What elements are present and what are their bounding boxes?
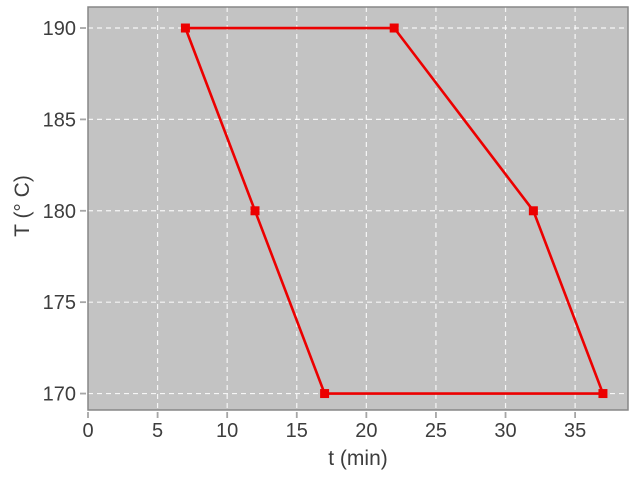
data-point-marker (389, 23, 399, 33)
x-tick-label: 0 (82, 420, 93, 442)
x-tick-label: 20 (355, 420, 377, 442)
y-tick-label: 190 (43, 18, 76, 40)
data-point-marker (250, 206, 260, 216)
x-tick-label: 25 (425, 420, 447, 442)
x-tick-label: 35 (564, 420, 586, 442)
data-point-marker (598, 389, 608, 399)
data-point-marker (320, 389, 330, 399)
y-tick-label: 170 (43, 384, 76, 406)
y-tick-label: 180 (43, 201, 76, 223)
x-tick-label: 30 (494, 420, 516, 442)
y-axis-title: T (° C) (11, 175, 34, 237)
data-point-marker (528, 206, 538, 216)
x-axis-title: t (min) (328, 447, 388, 470)
data-point-marker (180, 23, 190, 33)
plot-border (87, 6, 629, 411)
y-tick-label: 185 (43, 109, 76, 131)
x-tick-label: 10 (216, 420, 238, 442)
x-tick-label: 5 (152, 420, 163, 442)
plot-area (88, 7, 628, 410)
y-tick-label: 175 (43, 292, 76, 314)
x-tick-label: 15 (286, 420, 308, 442)
